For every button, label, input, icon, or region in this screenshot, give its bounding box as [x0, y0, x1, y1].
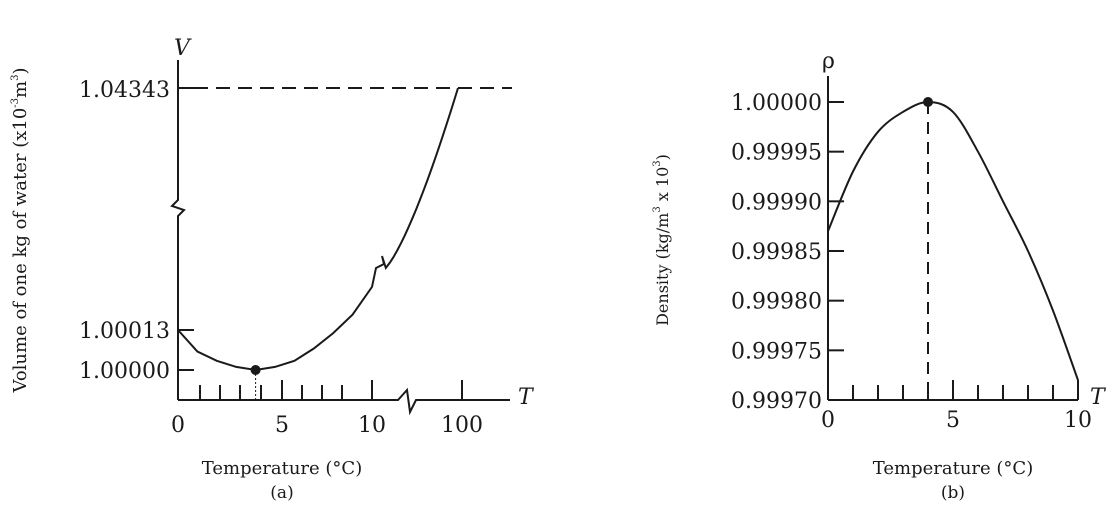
chart-b-xtick-label-5: 5 [946, 408, 960, 433]
chart-a-panel-label: (a) [270, 483, 293, 503]
chart-b-ytick-label-0.99990: 0.99990 [731, 190, 822, 215]
chart-a-ytick-label-1.00000: 1.00000 [79, 359, 170, 384]
chart-b-xtick-label-10: 10 [1064, 408, 1092, 433]
chart-a-series-line [177, 87, 459, 372]
chart-a-xtick-label-0: 0 [171, 413, 185, 438]
chart-b-y-var: ρ [822, 49, 835, 74]
chart-a-xlabel: Temperature (°C) [202, 458, 362, 479]
chart-a: Volume of one kg of water (x10-3m3) V 1.… [10, 36, 535, 503]
chart-a-x-axis [178, 387, 510, 416]
chart-b-ytick-label-0.99975: 0.99975 [731, 339, 822, 364]
chart-a-xtick-label-10: 10 [358, 413, 386, 438]
chart-b-marker [923, 97, 933, 107]
chart-a-x-minor-ticks [199, 380, 463, 400]
chart-b-series-line [827, 100, 1079, 381]
chart-b-x-ticks: 0 5 10 [821, 380, 1092, 433]
chart-b: Density (kg/m3 x 103) ρ 1.00000 0.99995 0.… [652, 49, 1107, 503]
chart-a-xtick-label-100: 100 [441, 413, 483, 438]
chart-b-ytick-label-0.99995: 0.99995 [731, 141, 822, 166]
chart-b-xlabel: Temperature (°C) [873, 458, 1033, 479]
chart-a-x-var: T [518, 385, 535, 410]
chart-b-xtick-label-0: 0 [821, 408, 835, 433]
chart-b-ylabel: Density (kg/m3 x 103) [652, 154, 672, 326]
chart-a-y-var: V [174, 36, 192, 61]
chart-a-y-axis [170, 60, 186, 400]
chart-b-ytick-label-0.99980: 0.99980 [731, 290, 822, 315]
chart-b-x-var: T [1090, 385, 1107, 410]
chart-b-y-ticks: 1.00000 0.99995 0.99990 0.99985 0.99980 0.999… [731, 91, 844, 414]
chart-a-ytick-label-1.00013: 1.00013 [79, 319, 170, 344]
chart-b-ytick-label-1.00000: 1.00000 [731, 91, 822, 116]
chart-a-ytick-label-1.04343: 1.04343 [79, 78, 170, 103]
chart-b-ytick-label-0.99970: 0.99970 [731, 389, 822, 414]
chart-b-panel-label: (b) [941, 483, 965, 503]
chart-a-xtick-label-5: 5 [275, 413, 289, 438]
chart-a-ylabel: Volume of one kg of water (x10-3m3) [10, 67, 31, 393]
chart-b-ytick-label-0.99985: 0.99985 [731, 240, 822, 265]
